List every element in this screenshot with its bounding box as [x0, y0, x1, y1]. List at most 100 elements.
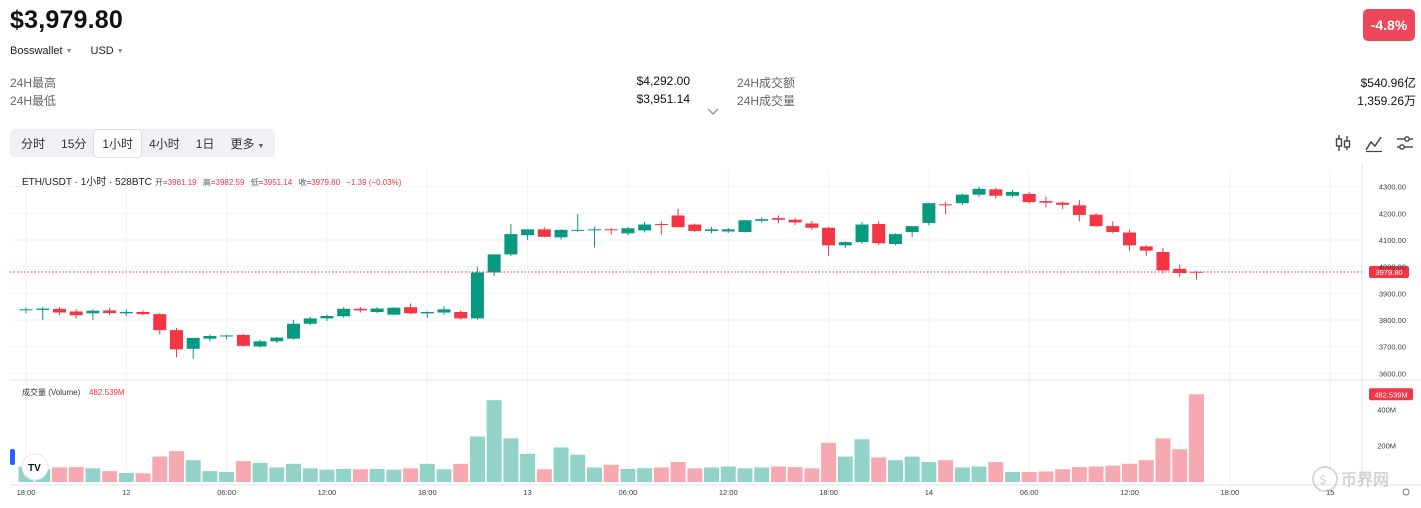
volume-bar — [486, 400, 502, 482]
time-axis-label: 12 — [122, 488, 130, 497]
high-value: $4,292.00 — [636, 74, 690, 88]
time-axis-label: 12:00 — [1120, 488, 1139, 497]
candle — [755, 217, 769, 223]
price-axis-label: 4200.00 — [1379, 209, 1406, 218]
price-axis-label: 3900.00 — [1379, 289, 1406, 298]
candle — [972, 186, 986, 197]
candle — [370, 307, 384, 314]
tradingview-logo-text: TV — [28, 463, 41, 474]
volume-bar — [503, 438, 519, 482]
chart-symbol-label: ETH/USDT · 1小时 · 528BTC — [22, 176, 152, 188]
volume-pane-label: 成交量 (Volume) — [22, 387, 81, 397]
svg-text:$: $ — [1319, 473, 1327, 488]
wallet-selector[interactable]: Bosswallet ▼ — [10, 45, 73, 57]
candle — [470, 266, 484, 320]
time-axis-label: 14 — [925, 488, 933, 497]
caret-down-icon: ▼ — [257, 142, 265, 150]
candle — [1022, 192, 1036, 204]
candle — [671, 208, 685, 228]
candle — [638, 221, 652, 233]
tab-timeframe-4h[interactable]: 4小时 — [149, 136, 180, 151]
currency-label: USD — [90, 45, 114, 57]
volume-label-stat: 24H成交量 — [737, 94, 796, 108]
expand-chevron-icon[interactable] — [705, 106, 721, 118]
tradingview-logo[interactable]: TV — [21, 453, 49, 481]
candle — [705, 226, 719, 234]
volume-bar — [670, 462, 686, 482]
currency-selector[interactable]: USD ▼ — [91, 45, 124, 57]
volume-bar — [971, 466, 987, 482]
legend-high-key: 高= — [203, 177, 216, 187]
high-label: 24H最高 — [10, 76, 57, 90]
caret-down-icon: ▼ — [65, 47, 73, 55]
time-axis-label: 18:00 — [819, 488, 838, 497]
tab-timeframe-line[interactable]: 分时 — [21, 136, 46, 151]
volume-bar — [219, 472, 235, 482]
last-volume-label: 482.539M — [1374, 390, 1407, 399]
candle — [86, 309, 100, 320]
tab-timeframe-more[interactable]: 更多 ▼ — [222, 130, 272, 157]
volume-bar — [988, 462, 1004, 482]
candle — [487, 254, 501, 276]
candle — [688, 223, 702, 232]
tab-timeframe-1h[interactable]: 1小时 — [94, 129, 142, 157]
turnover-value: $540.96亿 — [1360, 76, 1416, 90]
candle — [186, 337, 200, 359]
candle — [19, 307, 33, 314]
price-chart[interactable]: 3979.80 3600.00 3700.00 3800.00 3900.00 4000.… — [0, 164, 1421, 508]
volume-bar — [469, 436, 485, 482]
volume-bar — [453, 463, 469, 482]
volume-bar — [252, 462, 268, 482]
candle — [721, 228, 735, 234]
time-axis-label: 12:00 — [318, 488, 337, 497]
volume-bar — [603, 464, 619, 482]
candle — [872, 220, 886, 246]
candle — [571, 213, 585, 232]
candle — [855, 221, 869, 244]
price-axis-label: 3800.00 — [1379, 316, 1406, 325]
time-axis-label: 13 — [523, 488, 531, 497]
candle — [1123, 229, 1137, 251]
collapse-handle[interactable] — [10, 449, 15, 465]
volume-bar — [1105, 465, 1121, 482]
candle — [955, 193, 969, 206]
volume-axis-label: 200M — [1377, 442, 1396, 451]
volume-bar — [185, 460, 201, 482]
volume-bar — [871, 457, 887, 482]
volume-bar — [85, 468, 101, 482]
ohlc-legend: 开=3981.19 高=3982.59 低=3951.14 收=3979.80 … — [155, 177, 402, 187]
candle — [939, 201, 953, 215]
drawing-tool-icon[interactable] — [1364, 133, 1384, 153]
volume-bar — [202, 471, 218, 482]
legend-low-value: 3951.14 — [263, 178, 292, 187]
legend-open-value: 3981.19 — [168, 178, 197, 187]
volume-bar — [386, 469, 402, 482]
candle-indicator-icon[interactable] — [1333, 133, 1353, 153]
volume-bar — [51, 467, 67, 482]
volume-axis-label: 400M — [1377, 405, 1396, 414]
last-volume-badge — [1369, 388, 1413, 401]
volume-bar — [369, 468, 385, 482]
time-axis-label: 18:00 — [1220, 488, 1239, 497]
price-axis-label: 3600.00 — [1379, 369, 1406, 378]
settings-sliders-icon[interactable] — [1395, 133, 1415, 153]
candle — [771, 215, 785, 224]
volume-bar — [804, 468, 820, 482]
wallet-label: Bosswallet — [10, 45, 63, 57]
tab-timeframe-15m[interactable]: 15分 — [61, 136, 87, 151]
time-axis-label: 12:00 — [719, 488, 738, 497]
axis-settings-icon[interactable] — [1402, 488, 1410, 496]
volume-bar — [520, 453, 536, 482]
candle — [36, 307, 50, 320]
candle — [654, 221, 668, 235]
volume-bar — [168, 451, 184, 482]
candle — [504, 224, 518, 256]
volume-bar — [787, 467, 803, 482]
tab-timeframe-1d[interactable]: 1日 — [195, 136, 215, 151]
volume-bar — [336, 468, 352, 482]
candle — [404, 303, 418, 315]
candle — [1189, 271, 1203, 280]
volume-bar — [887, 460, 903, 482]
volume-bar — [536, 469, 552, 482]
volume-bar — [1004, 472, 1020, 482]
